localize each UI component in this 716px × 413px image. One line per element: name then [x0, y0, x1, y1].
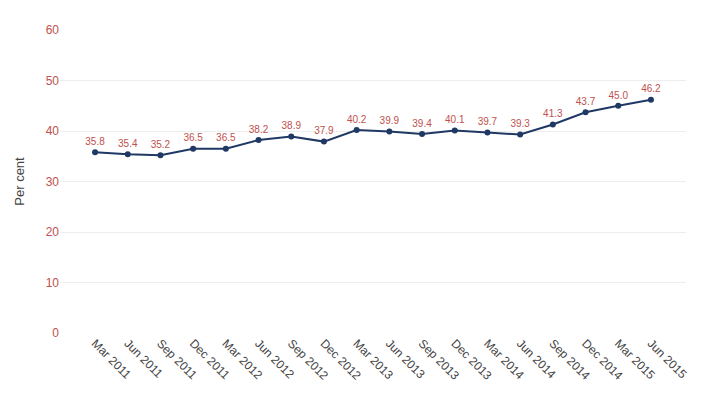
svg-text:35.8: 35.8	[85, 136, 105, 147]
svg-text:40.1: 40.1	[445, 114, 465, 125]
svg-text:Jun 2015: Jun 2015	[645, 336, 690, 381]
svg-text:Per cent: Per cent	[12, 157, 27, 206]
svg-text:Dec 2014: Dec 2014	[579, 336, 625, 382]
svg-text:40.2: 40.2	[347, 114, 367, 125]
svg-text:35.4: 35.4	[118, 138, 138, 149]
svg-text:Mar 2011: Mar 2011	[89, 336, 134, 381]
svg-text:60: 60	[46, 23, 60, 37]
svg-text:Mar 2013: Mar 2013	[350, 336, 396, 382]
svg-text:43.7: 43.7	[576, 96, 596, 107]
svg-text:50: 50	[46, 74, 60, 88]
svg-text:38.9: 38.9	[282, 120, 302, 131]
svg-text:Dec 2013: Dec 2013	[448, 336, 494, 382]
svg-text:40: 40	[46, 124, 60, 138]
svg-text:Mar 2015: Mar 2015	[612, 336, 658, 382]
svg-text:46.2: 46.2	[641, 83, 661, 94]
svg-text:Dec 2011: Dec 2011	[187, 336, 233, 382]
svg-text:39.4: 39.4	[412, 118, 432, 129]
svg-text:Mar 2014: Mar 2014	[481, 336, 527, 382]
svg-text:Jun 2013: Jun 2013	[383, 336, 428, 381]
svg-text:39.9: 39.9	[380, 115, 400, 126]
svg-text:Sep 2013: Sep 2013	[416, 336, 462, 382]
svg-text:Sep 2011: Sep 2011	[154, 336, 200, 382]
svg-text:36.5: 36.5	[183, 132, 203, 143]
svg-text:Dec 2012: Dec 2012	[318, 336, 364, 382]
svg-text:Sep 2012: Sep 2012	[285, 336, 331, 382]
svg-text:0: 0	[52, 326, 59, 340]
svg-text:30: 30	[46, 175, 60, 189]
svg-text:Jun 2012: Jun 2012	[252, 336, 297, 381]
svg-text:36.5: 36.5	[216, 132, 236, 143]
svg-text:39.3: 39.3	[510, 118, 530, 129]
svg-text:Jun 2011: Jun 2011	[121, 336, 165, 380]
svg-text:Sep 2014: Sep 2014	[546, 336, 592, 382]
svg-text:10: 10	[46, 276, 60, 290]
svg-text:38.2: 38.2	[249, 124, 269, 135]
svg-text:Jun 2014: Jun 2014	[514, 336, 559, 381]
svg-text:41.3: 41.3	[543, 108, 563, 119]
svg-text:39.7: 39.7	[478, 116, 498, 127]
svg-text:Mar 2012: Mar 2012	[219, 336, 265, 382]
svg-text:37.9: 37.9	[314, 125, 334, 136]
svg-text:35.2: 35.2	[151, 139, 171, 150]
svg-text:45.0: 45.0	[609, 90, 629, 101]
svg-text:20: 20	[46, 225, 60, 239]
